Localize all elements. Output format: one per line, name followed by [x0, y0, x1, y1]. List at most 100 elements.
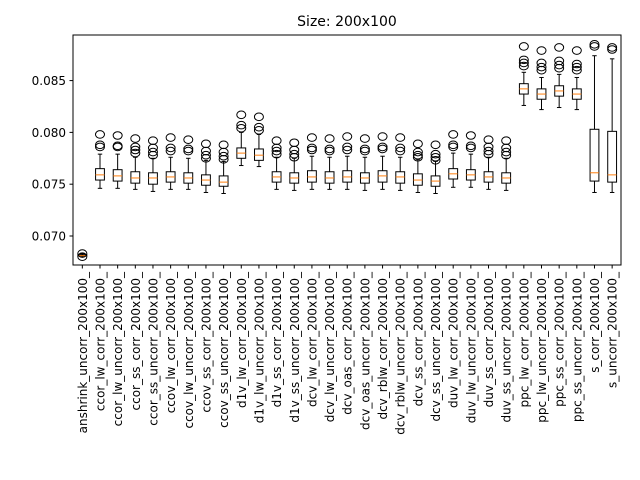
box-group [501, 136, 512, 191]
flier-point [518, 42, 529, 51]
flier-point [377, 144, 388, 154]
flier-point [554, 56, 565, 66]
flier-point [430, 140, 441, 150]
box-group [571, 46, 582, 111]
flier-point [289, 138, 300, 148]
x-tick-label: ccor_lw_corr_200x100_ [93, 271, 107, 411]
flier-point [200, 150, 211, 160]
flier-point [483, 135, 494, 144]
box-group [253, 112, 264, 168]
flier-point [536, 46, 547, 55]
box [112, 169, 123, 182]
flier-point [571, 62, 582, 72]
x-tick-label: ccor_ss_corr_200x100_ [129, 271, 143, 410]
x-tick-label: dcv_rblw_corr_200x100_ [376, 271, 390, 420]
flier-point [430, 152, 441, 162]
flier-point [395, 143, 406, 153]
y-tick-label: 0.075 [32, 178, 66, 192]
flier-point [359, 134, 370, 143]
x-tick-label: duv_lw_uncorr_200x100_ [464, 271, 478, 423]
flier-point [412, 152, 423, 162]
flier-point [554, 43, 565, 52]
x-tick-label: ccov_lw_corr_200x100_ [164, 271, 178, 413]
box-group [218, 140, 229, 195]
flier-point [218, 151, 229, 161]
flier-point [412, 139, 423, 149]
flier-point [236, 110, 247, 120]
box-group [200, 139, 211, 193]
flier-point [359, 146, 370, 156]
flier-point [165, 133, 176, 142]
x-tick-label: ppc_lw_corr_200x100_ [517, 271, 531, 407]
flier-point [306, 133, 317, 142]
flier-point [465, 131, 476, 140]
flier-point [607, 43, 618, 52]
x-tick-label: ccor_ss_uncorr_200x100_ [146, 271, 160, 426]
box [607, 130, 618, 183]
x-tick-label: dcv_ss_uncorr_200x100_ [429, 271, 443, 422]
box-group [94, 130, 105, 189]
flier-point [571, 46, 582, 55]
flier-point [501, 136, 512, 145]
flier-point [377, 142, 388, 152]
box-group [236, 110, 247, 167]
box [342, 170, 353, 183]
x-tick-label: ppc_ss_uncorr_200x100_ [570, 271, 584, 422]
box [130, 171, 141, 184]
x-tick-label: ccov_ss_uncorr_200x100_ [217, 271, 231, 428]
flier-point [130, 142, 141, 152]
flier-point [236, 120, 247, 130]
flier-point [501, 147, 512, 157]
flier-point [253, 122, 264, 132]
flier-point [518, 55, 529, 65]
x-tick-label: d1v_ss_uncorr_200x100_ [288, 271, 302, 423]
box-group [589, 40, 600, 193]
x-tick-label: ccov_ss_corr_200x100_ [199, 271, 213, 413]
box-group [536, 46, 547, 111]
flier-point [236, 123, 247, 133]
flier-point [518, 61, 529, 71]
x-tick-label: dcv_oas_corr_200x100_ [341, 271, 355, 415]
flier-point [518, 58, 529, 68]
flier-point [571, 59, 582, 69]
box [324, 171, 335, 184]
flier-point [571, 65, 582, 75]
box-group [448, 130, 459, 188]
flier-point [147, 147, 158, 157]
x-tick-label: d1v_ss_corr_200x100_ [270, 271, 284, 407]
flier-point [554, 60, 565, 70]
box-group [395, 133, 406, 191]
flier-point [253, 112, 264, 122]
x-tick-label: d1v_lw_corr_200x100_ [235, 271, 249, 408]
box-group [430, 140, 441, 195]
flier-point [465, 143, 476, 153]
flier-point [342, 142, 353, 152]
flier-point [483, 146, 494, 156]
flier-point [94, 130, 105, 139]
flier-point [324, 146, 335, 156]
flier-point [253, 126, 264, 135]
y-axis: 0.070 0.075 0.080 0.085 [32, 74, 73, 243]
box [218, 175, 229, 187]
flier-point [448, 140, 459, 150]
box [95, 168, 105, 181]
box-group [77, 249, 88, 262]
box-group [165, 133, 176, 190]
flier-point [324, 144, 335, 154]
flier-point [430, 149, 441, 159]
box [412, 173, 423, 186]
plot-area [77, 40, 618, 262]
x-tick-label: ccov_lw_uncorr_200x100_ [182, 271, 196, 429]
x-tick-label: dcv_lw_uncorr_200x100_ [323, 271, 337, 422]
box-group [554, 43, 565, 109]
box [254, 148, 264, 161]
flier-point [589, 40, 600, 49]
flier-point [112, 141, 123, 151]
box [148, 172, 158, 185]
x-tick-label: ppc_ss_corr_200x100_ [553, 271, 567, 407]
box [306, 170, 317, 183]
flier-point [412, 147, 423, 157]
flier-point [289, 149, 300, 159]
flier-point [112, 131, 123, 140]
